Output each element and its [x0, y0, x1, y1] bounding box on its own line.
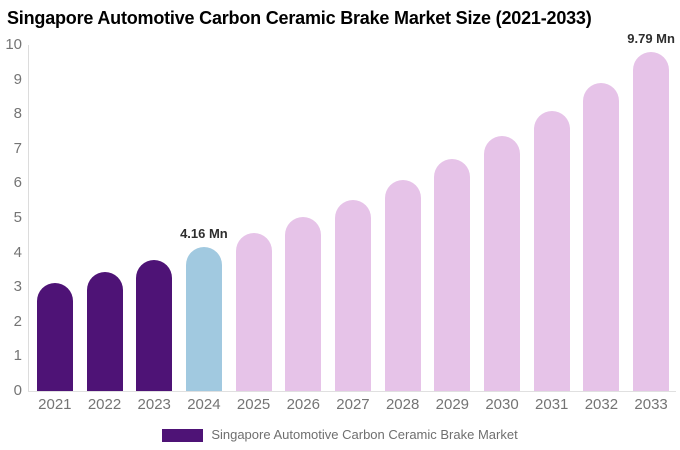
y-tick-label: 7	[13, 139, 22, 157]
y-tick-label: 9	[13, 70, 22, 88]
y-axis-line	[28, 45, 29, 391]
y-tick-label: 3	[13, 278, 22, 296]
x-tick-label: 2033	[634, 396, 668, 413]
bar-2029[interactable]	[434, 159, 471, 391]
x-tick-label: 2028	[385, 396, 420, 413]
bar-column	[278, 45, 328, 391]
bar-2027[interactable]	[334, 199, 371, 391]
x-tick-label: 2025	[236, 396, 271, 413]
x-tick-label: 2027	[336, 396, 370, 413]
bar-column	[428, 45, 478, 391]
y-tick-label: 10	[5, 36, 22, 53]
plot-area: 4.16 Mn 9.79 Mn	[30, 31, 676, 391]
bar-2026[interactable]	[285, 216, 322, 391]
bar-column	[30, 45, 80, 391]
bar-column: 9.79 Mn	[626, 31, 676, 391]
bar-column	[80, 45, 130, 391]
x-tick-label: 2024	[187, 396, 221, 413]
bar-column	[527, 45, 577, 391]
chart-title: Singapore Automotive Carbon Ceramic Brak…	[7, 8, 592, 28]
y-tick-label: 8	[13, 105, 22, 123]
bar-2024[interactable]	[185, 247, 222, 391]
bar-2023[interactable]	[136, 260, 173, 391]
x-tick-label: 2031	[535, 396, 569, 413]
x-tick-label: 2029	[435, 396, 470, 413]
bar-2030[interactable]	[484, 136, 521, 391]
y-tick-label: 5	[13, 209, 22, 226]
bar-2028[interactable]	[384, 180, 421, 391]
bar-column	[129, 45, 179, 391]
bar-2025[interactable]	[235, 232, 272, 391]
x-tick-label: 2030	[485, 396, 519, 413]
x-axis: 2021 2022 2023 2024 2025 2026 2027 2028 2029 2030…	[30, 397, 676, 413]
y-tick-label: 6	[13, 174, 22, 192]
x-tick-label: 2026	[286, 396, 320, 413]
y-axis: 0 1 2 3 4 5 6 7 8 9 10	[0, 36, 24, 399]
y-tick-label: 2	[13, 312, 22, 330]
bar-column	[378, 45, 428, 391]
bar-2033[interactable]	[633, 52, 670, 391]
bar-2022[interactable]	[86, 271, 123, 391]
legend-item[interactable]: Singapore Automotive Carbon Ceramic Brak…	[0, 425, 680, 445]
x-axis-line	[28, 391, 676, 392]
bar-column	[229, 45, 279, 391]
bar-2021[interactable]	[36, 282, 73, 391]
y-tick-label: 4	[13, 243, 22, 261]
x-tick-label: 2023	[137, 396, 171, 413]
bar-2032[interactable]	[583, 83, 620, 391]
data-label-2024: 4.16 Mn	[180, 226, 228, 242]
legend-label: Singapore Automotive Carbon Ceramic Brak…	[211, 427, 518, 442]
y-tick-label: 1	[13, 347, 22, 365]
bar-column	[477, 45, 527, 391]
x-tick-label: 2022	[87, 396, 122, 413]
bar-column	[577, 45, 627, 391]
x-tick-label: 2032	[584, 396, 619, 413]
bar-column: 4.16 Mn	[179, 45, 229, 391]
legend-swatch	[162, 428, 204, 442]
x-tick-label: 2021	[38, 396, 72, 413]
bar-column	[328, 45, 378, 391]
bar-2031[interactable]	[533, 110, 570, 391]
data-label-2033: 9.79 Mn	[627, 31, 675, 47]
y-tick-label: 0	[13, 382, 22, 399]
